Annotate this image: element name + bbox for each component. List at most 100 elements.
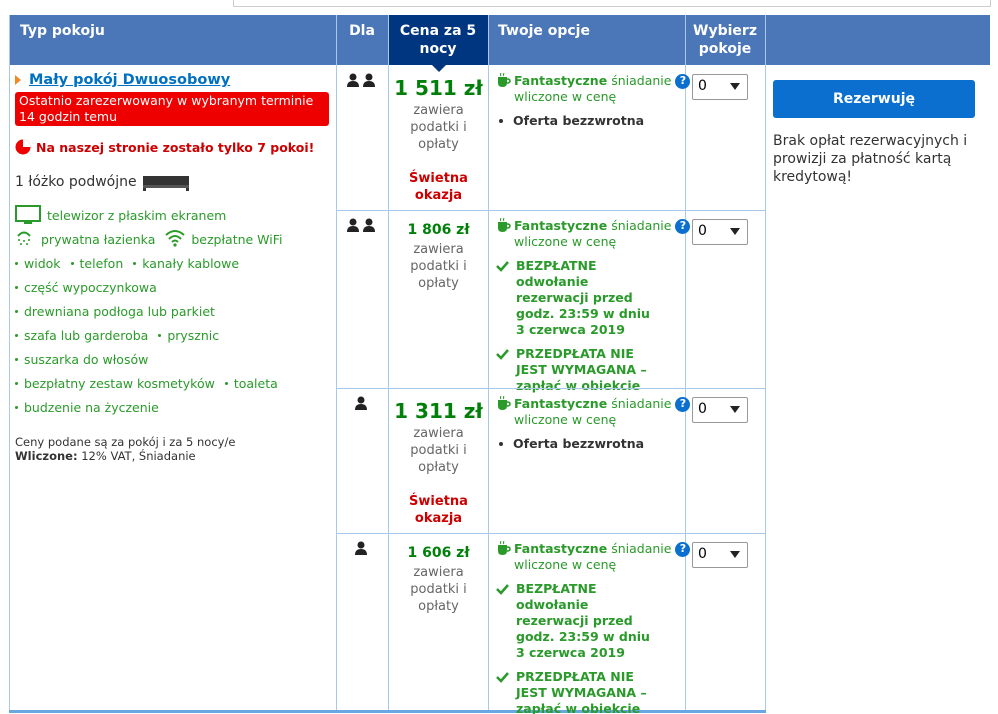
- header-price: Cena za 5 nocy: [399, 23, 477, 57]
- price: 1 311 zł: [394, 399, 483, 423]
- room-select[interactable]: 0: [692, 219, 748, 245]
- breakfast-strong: Fantastyczne: [514, 73, 608, 88]
- condition: Oferta bezzwrotna: [496, 113, 682, 129]
- facility: budzenie na życzenie: [24, 399, 159, 415]
- facility: część wypoczynkowa: [24, 279, 157, 295]
- dot: [158, 333, 162, 337]
- facility-line: część wypoczynkowa: [15, 275, 333, 299]
- occupancy: [336, 541, 388, 555]
- row-border: [336, 388, 766, 389]
- options-cell: Fantastyczne śniadanie? wliczone w cenę BEZ…: [496, 541, 691, 714]
- price-note: zawiera podatki i opłaty: [410, 242, 467, 291]
- condition-text: PRZEDPŁATA NIE JEST WYMAGANA – zapłać w …: [516, 346, 647, 393]
- facility-line: budzenie na życzenie: [15, 395, 333, 419]
- facility-icon-svg: [165, 230, 186, 247]
- facility-line: widok telefon kanały kablowe: [15, 251, 333, 275]
- room-cell: Mały pokój Dwuosobowy Ostatnio zarezerwo…: [15, 72, 333, 463]
- bed: 1 łóżko podwójne: [15, 173, 333, 191]
- facility: bezpłatne WiFi: [191, 231, 283, 247]
- breakfast-line: Fantastyczne śniadanie?: [514, 73, 691, 89]
- cup-icon-svg: [498, 73, 511, 87]
- condition-text: Oferta bezzwrotna: [513, 436, 645, 451]
- scarcity: Na naszej stronie zostało tylko 7 pokoi!: [15, 139, 333, 155]
- book-button[interactable]: Rezerwuję: [773, 80, 975, 118]
- condition: BEZPŁATNE odwołanie rezerwacji przed god…: [496, 581, 682, 661]
- select-value: 0: [698, 223, 707, 239]
- facility-line: bezpłatny zestaw kosmetyków toaleta: [15, 371, 333, 395]
- options-cell: Fantastyczne śniadanie? wliczone w cenę Ofe…: [496, 73, 691, 129]
- dot: [15, 381, 18, 385]
- price-cell: 1 311 zł zawiera podatki i opłaty Świetna …: [389, 399, 488, 527]
- options-cell: Fantastyczne śniadanie? wliczone w cenę Ofe…: [496, 396, 691, 452]
- occupancy: [336, 218, 388, 232]
- search-box-edge: [233, 0, 991, 7]
- breakfast-word: śniadanie: [611, 541, 672, 556]
- dot: [15, 357, 18, 361]
- price-cell: 1 511 zł zawiera podatki i opłaty Świetna …: [389, 76, 488, 204]
- facility: bezpłatny zestaw kosmetyków: [24, 375, 215, 391]
- breakfast-text: Fantastyczne śniadanie? wliczone w cenę: [514, 396, 691, 428]
- deal: Świetna okazja: [409, 171, 468, 203]
- booking-note: Brak opłat rezerwacyjnych i prowizji za …: [773, 133, 968, 185]
- header-for: Dla: [349, 23, 375, 39]
- condition-text: PRZEDPŁATA NIE JEST WYMAGANA – zapłać w …: [516, 669, 647, 714]
- dot: [133, 261, 137, 265]
- person-icon-svg: [363, 73, 375, 87]
- breakfast-line: Fantastyczne śniadanie?: [514, 218, 691, 234]
- note: Ceny podane są za pokój i za 5 nocy/e: [15, 435, 236, 449]
- facility-icon-svg: [15, 205, 41, 224]
- select-value: 0: [698, 401, 707, 417]
- info-icon: ?: [675, 396, 691, 412]
- deal: Świetna okazja: [409, 494, 468, 526]
- person-icon: [354, 396, 368, 410]
- facility: widok: [24, 255, 61, 271]
- info-icon: ?: [675, 218, 691, 234]
- breakfast-line2: wliczone w cenę: [514, 557, 617, 572]
- room-title: Mały pokój Dwuosobowy: [15, 72, 333, 88]
- facility-icon: [165, 229, 186, 249]
- cup-icon-svg: [498, 396, 511, 410]
- facility: prysznic: [167, 327, 220, 343]
- scarcity-text: Na naszej stronie zostało tylko 7 pokoi!: [36, 139, 315, 155]
- room-select[interactable]: 0: [692, 397, 748, 423]
- facilities: telewizor z płaskim ekranem prywatna łazi…: [15, 203, 333, 419]
- facility-icon: [15, 229, 35, 249]
- breakfast-line2: wliczone w cenę: [514, 234, 617, 249]
- facility: drewniana podłoga lub parkiet: [24, 303, 215, 319]
- dot: [15, 261, 18, 265]
- facility: suszarka do włosów: [24, 351, 149, 367]
- select-value: 0: [698, 546, 707, 562]
- border: [9, 15, 10, 712]
- facility: prywatna łazienka: [41, 231, 156, 247]
- table-bottom: [9, 710, 766, 713]
- condition: PRZEDPŁATA NIE JEST WYMAGANA – zapłać w …: [496, 669, 682, 714]
- breakfast-word: śniadanie: [611, 73, 672, 88]
- select-arrow: [730, 551, 740, 558]
- price-note: Ceny podane są za pokój i za 5 nocy/e Wl…: [15, 435, 333, 463]
- price-note: zawiera podatki i opłaty: [410, 103, 467, 152]
- options-cell: Fantastyczne śniadanie? wliczone w cenę BEZ…: [496, 218, 691, 394]
- price: 1 806 zł: [407, 222, 470, 238]
- room-select[interactable]: 0: [692, 74, 748, 100]
- price-header-bg: [388, 15, 488, 65]
- cup-icon: [496, 541, 511, 573]
- recent-badge: Ostatnio zarezerwowany w wybranym termin…: [15, 92, 329, 126]
- facility-icon: [15, 205, 41, 225]
- condition: Oferta bezzwrotna: [496, 436, 682, 452]
- select-arrow: [730, 228, 740, 235]
- breakfast-line2: wliczone w cenę: [514, 89, 617, 104]
- breakfast-word: śniadanie: [611, 396, 672, 411]
- check-icon: [496, 670, 510, 714]
- bullet: [499, 119, 503, 123]
- facility-line: telewizor z płaskim ekranem: [15, 203, 333, 227]
- facility-icon-svg: [17, 231, 31, 245]
- room-name[interactable]: Mały pokój Dwuosobowy: [29, 72, 231, 88]
- cup-icon: [496, 73, 511, 105]
- room-select[interactable]: 0: [692, 542, 748, 568]
- check-icon-svg: [496, 349, 509, 360]
- breakfast-line: Fantastyczne śniadanie?: [514, 396, 691, 412]
- price: 1 511 zł: [394, 76, 483, 100]
- dot: [70, 261, 74, 265]
- facility: szafa lub garderoba: [24, 327, 149, 343]
